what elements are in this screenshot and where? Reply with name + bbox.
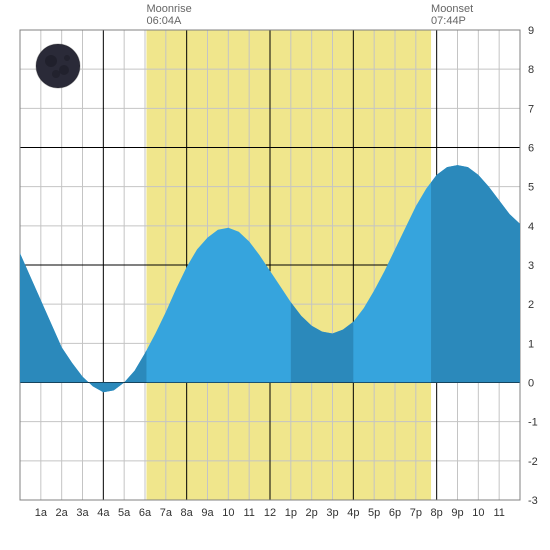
moonrise-time: 06:04A: [146, 15, 182, 27]
x-tick-label: 10: [472, 507, 484, 519]
x-tick-label: 9p: [451, 507, 463, 519]
y-tick-label: 3: [528, 260, 534, 272]
x-tick-label: 7a: [160, 507, 173, 519]
x-tick-label: 2p: [306, 507, 318, 519]
x-tick-label: 2a: [56, 507, 69, 519]
x-tick-label: 7p: [410, 507, 422, 519]
tide-chart: -3-2-101234567891a2a3a4a5a6a7a8a9a101112…: [0, 0, 550, 550]
tide-area-dark: [431, 165, 520, 382]
x-tick-label: 9a: [201, 507, 214, 519]
chart-svg: -3-2-101234567891a2a3a4a5a6a7a8a9a101112…: [0, 0, 550, 550]
x-tick-label: 1p: [285, 507, 297, 519]
x-tick-label: 4a: [97, 507, 110, 519]
y-tick-label: 2: [528, 299, 534, 311]
moon-icon: [36, 44, 80, 88]
x-tick-label: 11: [493, 507, 504, 519]
x-tick-label: 8a: [181, 507, 194, 519]
x-tick-label: 10: [222, 507, 234, 519]
moonset-label: Moonset: [431, 3, 473, 15]
y-tick-label: 5: [528, 182, 534, 194]
y-tick-label: 8: [528, 64, 534, 76]
y-tick-label: 4: [528, 221, 534, 233]
x-tick-label: 12: [264, 507, 276, 519]
y-tick-label: -1: [528, 417, 538, 429]
moonset-time: 07:44P: [431, 15, 466, 27]
y-tick-label: 0: [528, 378, 534, 390]
y-tick-label: 6: [528, 143, 534, 155]
x-tick-label: 6p: [389, 507, 401, 519]
x-tick-label: 3p: [326, 507, 338, 519]
tide-area-dark: [20, 253, 146, 392]
x-tick-label: 11: [243, 507, 254, 519]
x-tick-label: 8p: [431, 507, 443, 519]
y-tick-label: 1: [528, 338, 534, 350]
moonrise-label: Moonrise: [146, 3, 191, 15]
x-tick-label: 6a: [139, 507, 152, 519]
x-tick-label: 4p: [347, 507, 359, 519]
x-tick-label: 3a: [76, 507, 89, 519]
y-tick-label: 7: [528, 103, 534, 115]
x-tick-label: 5a: [118, 507, 131, 519]
x-tick-label: 5p: [368, 507, 380, 519]
y-tick-label: 9: [528, 25, 534, 37]
y-tick-label: -3: [528, 495, 538, 507]
y-tick-label: -2: [528, 456, 538, 468]
x-tick-label: 1a: [35, 507, 48, 519]
